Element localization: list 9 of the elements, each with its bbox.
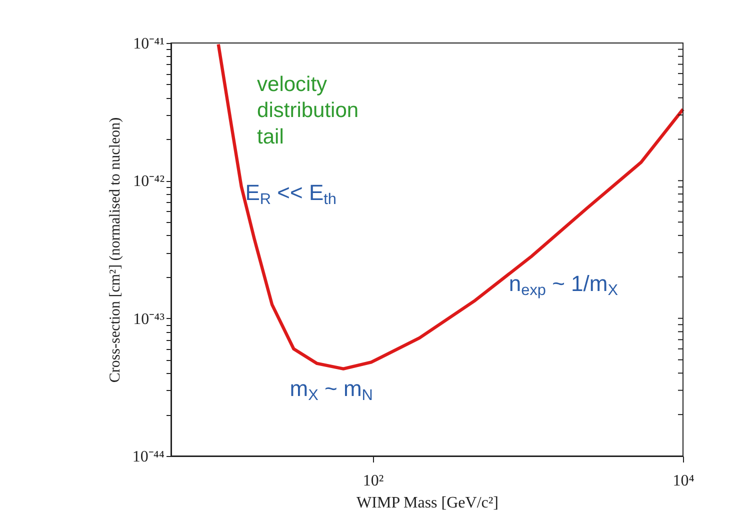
x-tick-label: 10² <box>362 472 384 490</box>
y-axis-title: Cross-section [cm²] (normalised to nucleon) <box>107 117 124 383</box>
x-tick-label: 10⁴ <box>672 472 695 490</box>
x-axis-title: WIMP Mass [GeV/c²] <box>356 494 498 512</box>
y-tick-label: 10⁻⁴⁴ <box>132 448 165 466</box>
y-tick-label: 10⁻⁴³ <box>133 310 165 328</box>
y-tick-label: 10⁻⁴¹ <box>133 36 165 52</box>
annotation: velocity distribution tail <box>257 72 359 148</box>
y-tick-label: 10⁻⁴² <box>133 173 165 190</box>
